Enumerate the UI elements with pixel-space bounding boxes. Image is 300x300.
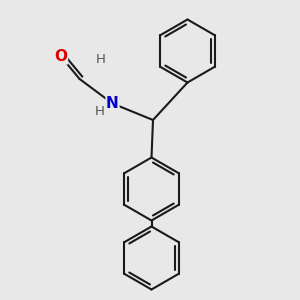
Text: N: N [106,96,119,111]
Text: O: O [54,49,68,64]
Text: H: H [95,105,105,119]
Text: H: H [96,53,106,66]
